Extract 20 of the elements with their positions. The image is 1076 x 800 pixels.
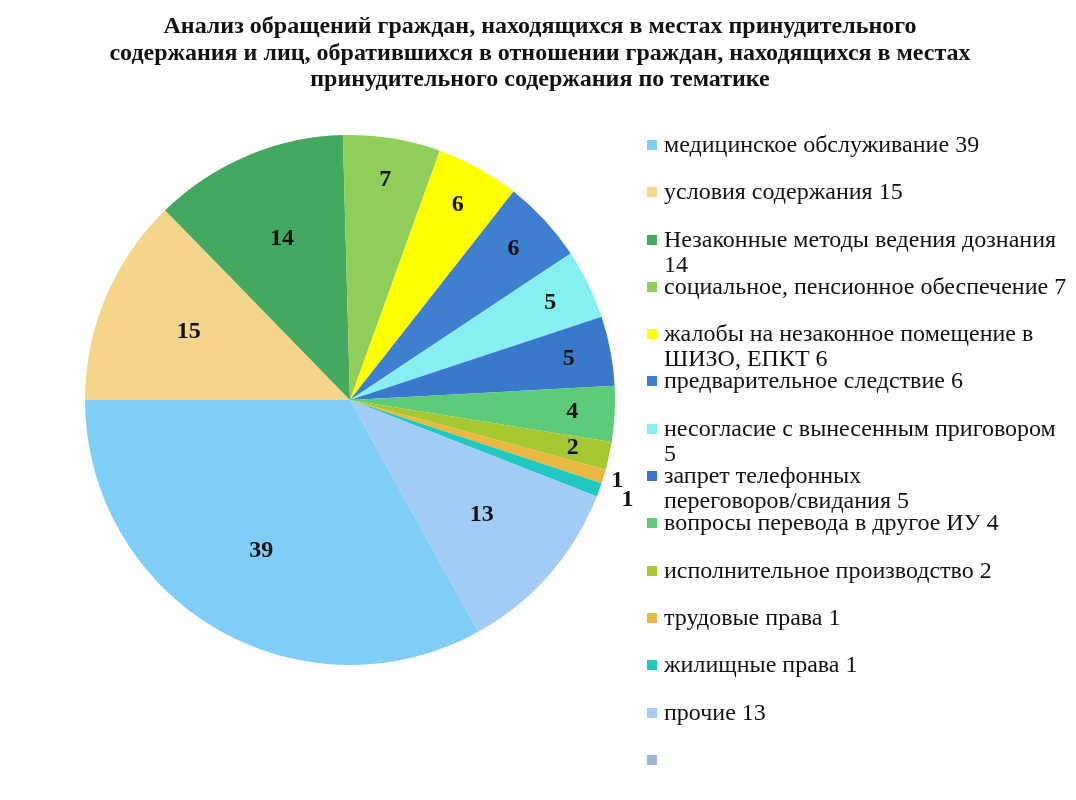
- data-label: 39: [249, 535, 274, 562]
- data-label: 1: [621, 485, 634, 512]
- legend-label: жилищные права 1: [664, 651, 858, 678]
- legend-label: прочие 13: [664, 698, 766, 725]
- data-label: 14: [269, 224, 294, 251]
- data-label: 5: [544, 287, 557, 314]
- legend-label: трудовые права 1: [664, 603, 841, 630]
- data-label: 13: [469, 500, 494, 527]
- data-label: 2: [566, 433, 579, 460]
- data-label: 4: [566, 396, 579, 423]
- data-label: 1: [611, 465, 624, 492]
- legend-label: условия содержания 15: [664, 178, 903, 205]
- data-label: 6: [451, 190, 464, 217]
- data-label: 15: [176, 317, 201, 344]
- data-label: 7: [379, 165, 392, 192]
- chart-title: Анализ обращений граждан, находящихся в местах принудительного содержания и лиц, обратившихся в отношении граждан, находящихся в местах принудительного содержания по тематике: [108, 12, 972, 92]
- legend-label: исполнительное производство 2: [664, 556, 992, 583]
- data-label: 6: [507, 234, 520, 261]
- legend-label: медицинское обслуживание 39: [664, 131, 980, 157]
- data-label: 5: [562, 343, 575, 370]
